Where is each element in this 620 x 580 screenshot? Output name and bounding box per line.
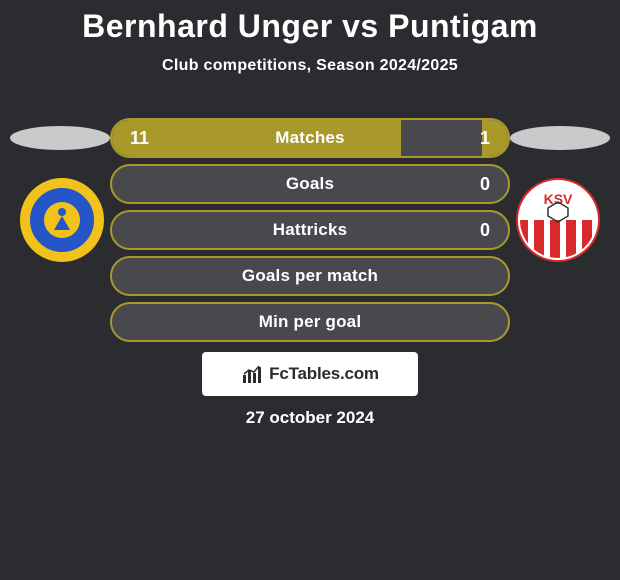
crest-left-icon bbox=[42, 200, 82, 240]
bar-value-right: 0 bbox=[480, 212, 490, 248]
stat-bar: Goals per match bbox=[110, 256, 510, 296]
bar-value-left: 11 bbox=[130, 120, 149, 156]
svg-text:KSV: KSV bbox=[544, 191, 573, 207]
subtitle: Club competitions, Season 2024/2025 bbox=[0, 45, 620, 75]
bar-label: Matches bbox=[112, 120, 508, 156]
crest-right-icon: KSV bbox=[518, 180, 598, 260]
shadow-ellipse-left bbox=[10, 126, 110, 150]
page-title: Bernhard Unger vs Puntigam bbox=[0, 0, 620, 45]
watermark-box: FcTables.com bbox=[202, 352, 418, 396]
crest-right: KSV bbox=[516, 178, 600, 262]
bars-area: Matches111Goals0Hattricks0Goals per matc… bbox=[110, 118, 510, 348]
bar-label: Goals per match bbox=[112, 258, 508, 294]
stat-bar: Matches111 bbox=[110, 118, 510, 158]
watermark-text: FcTables.com bbox=[269, 364, 379, 384]
crest-left-circle bbox=[20, 178, 104, 262]
date-label: 27 october 2024 bbox=[0, 408, 620, 428]
bar-label: Goals bbox=[112, 166, 508, 202]
crest-left bbox=[20, 178, 104, 262]
bar-value-right: 1 bbox=[480, 120, 490, 156]
crest-right-circle: KSV bbox=[516, 178, 600, 262]
bar-value-right: 0 bbox=[480, 166, 490, 202]
stat-bar: Min per goal bbox=[110, 302, 510, 342]
bar-label: Min per goal bbox=[112, 304, 508, 340]
stat-bar: Hattricks0 bbox=[110, 210, 510, 250]
bar-label: Hattricks bbox=[112, 212, 508, 248]
shadow-ellipse-right bbox=[510, 126, 610, 150]
bar-chart-icon bbox=[241, 363, 263, 385]
stat-bar: Goals0 bbox=[110, 164, 510, 204]
